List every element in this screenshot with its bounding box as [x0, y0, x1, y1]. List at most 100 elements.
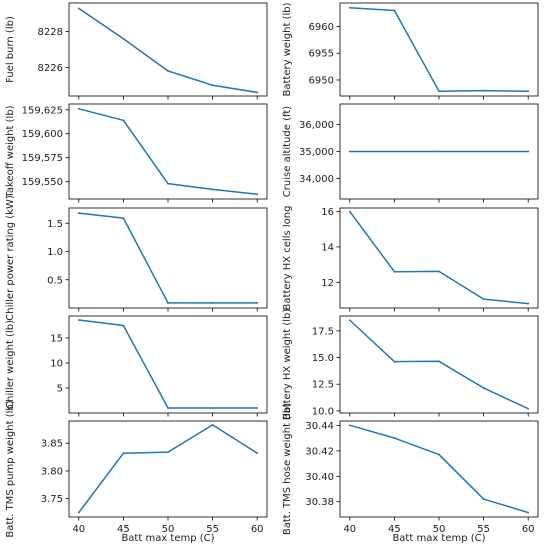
- subplot-5: 0.5 1.0 1.5 Chiller power rating (kW): [5, 195, 268, 321]
- subplot-8: 10.0 12.5 15.0 17.5 Battery HX weight (lb): [282, 309, 539, 421]
- y-tick-label: 30.40: [305, 472, 334, 483]
- x-tick-label: 50: [433, 524, 446, 535]
- subplot-3: 159,550 159,575 159,600 159,625 Takeoff weig…: [5, 103, 268, 203]
- y-axis-label: Battery HX weight (lb): [282, 309, 293, 421]
- data-point: [482, 150, 485, 153]
- series-line: [349, 319, 529, 410]
- y-tick-label: 15: [50, 334, 63, 345]
- data-point: [527, 90, 530, 93]
- axes-frame: [339, 207, 539, 309]
- data-point: [438, 90, 440, 93]
- data-point: [256, 452, 259, 455]
- y-axis-label: Chiller weight (lb): [5, 320, 16, 409]
- x-tick-label: 60: [522, 524, 535, 535]
- data-point: [348, 424, 351, 427]
- axes-frame: [68, 207, 268, 309]
- x-tick-label: 45: [117, 524, 130, 535]
- x-axis-label: Batt max temp (C): [121, 533, 214, 544]
- data-point: [167, 302, 169, 304]
- data-point: [122, 119, 125, 122]
- data-point: [211, 407, 214, 409]
- axes-frame: [68, 420, 268, 518]
- axes-frame: [339, 420, 539, 518]
- y-tick-label: 34,000: [299, 174, 334, 185]
- data-point: [393, 437, 396, 439]
- axes-frame: [68, 315, 268, 414]
- data-point: [393, 9, 396, 12]
- x-tick-label: 55: [477, 524, 490, 535]
- y-axis-label: Battery weight (lb): [282, 2, 293, 96]
- data-point: [348, 210, 351, 213]
- x-axis-label: Batt max temp (C): [392, 533, 485, 544]
- x-tick-label: 50: [162, 524, 175, 535]
- data-point: [77, 7, 80, 10]
- data-point: [77, 511, 80, 514]
- series-line: [78, 319, 258, 409]
- y-tick-label: 16: [321, 207, 334, 218]
- x-tick-label: 45: [388, 524, 401, 535]
- series-line: [349, 424, 529, 514]
- y-tick-label: 159,625: [22, 105, 63, 116]
- y-tick-label: 14: [321, 242, 334, 253]
- y-tick-label: 1.5: [47, 219, 63, 230]
- series-line: [78, 7, 258, 94]
- data-point: [211, 188, 214, 191]
- data-point: [527, 407, 530, 410]
- x-tick-label: 40: [72, 524, 85, 535]
- axes-frame: [68, 2, 268, 97]
- data-point: [77, 107, 80, 110]
- data-point: [438, 453, 440, 456]
- series-line: [78, 424, 258, 514]
- data-point: [167, 407, 169, 409]
- y-tick-label: 5: [57, 384, 63, 395]
- subplot-10: 40 45 50 55 60 30.38 30.40 30.42 30.44 Batt. TMS …: [282, 403, 539, 544]
- data-point: [211, 84, 214, 87]
- y-axis-label: Batt. TMS pump weight (lb): [5, 400, 16, 537]
- data-point: [482, 298, 485, 301]
- y-tick-label: 6955: [309, 49, 334, 60]
- axes-frame: [68, 103, 268, 200]
- data-point: [211, 423, 214, 426]
- y-tick-label: 159,575: [22, 153, 63, 164]
- data-point: [348, 6, 351, 9]
- y-tick-label: 36,000: [299, 120, 334, 131]
- data-point: [393, 150, 396, 153]
- y-axis-label: Battery HX cells long: [282, 206, 293, 311]
- axes-frame: [339, 315, 539, 414]
- data-point: [527, 302, 530, 305]
- y-axis-label: Batt. TMS hose weight (lb): [282, 403, 293, 535]
- data-point: [122, 324, 125, 327]
- axes-frame: [339, 2, 539, 97]
- y-tick-label: 12: [321, 278, 334, 289]
- y-tick-label: 3.75: [41, 494, 63, 505]
- y-tick-label: 159,550: [22, 177, 63, 188]
- y-tick-label: 10: [50, 359, 63, 370]
- data-point: [482, 89, 485, 92]
- subplot-4: 34,000 35,000 36,000 Cruise altitude (ft): [282, 103, 539, 203]
- subplot-7: 5 10 15 Chiller weight (lb): [5, 315, 268, 417]
- series-line: [78, 212, 258, 304]
- data-point: [122, 37, 125, 40]
- data-point: [348, 319, 351, 322]
- y-tick-label: 15.0: [312, 353, 334, 364]
- data-point: [393, 360, 396, 363]
- series-line: [349, 211, 529, 305]
- y-tick-label: 159,600: [22, 129, 63, 140]
- subplot-9: 40 45 50 55 60 3.75 3.80 3.85 Batt. TMS pump wei…: [5, 400, 268, 544]
- subplot-1: 8226 8228 Fuel burn (lb): [5, 2, 268, 100]
- y-tick-label: 30.42: [305, 446, 334, 457]
- data-point: [122, 452, 125, 455]
- data-point: [438, 150, 440, 153]
- series-line: [78, 108, 258, 195]
- data-point: [167, 70, 169, 72]
- data-point: [256, 302, 259, 304]
- data-point: [256, 91, 259, 94]
- y-tick-label: 8228: [38, 27, 63, 38]
- x-tick-label: 60: [251, 524, 264, 535]
- series-line: [349, 7, 529, 92]
- y-tick-label: 35,000: [299, 147, 334, 158]
- y-axis-label: Takeoff weight (lb): [5, 105, 16, 198]
- y-tick-label: 12.5: [312, 380, 334, 391]
- y-tick-label: 10.0: [312, 406, 334, 417]
